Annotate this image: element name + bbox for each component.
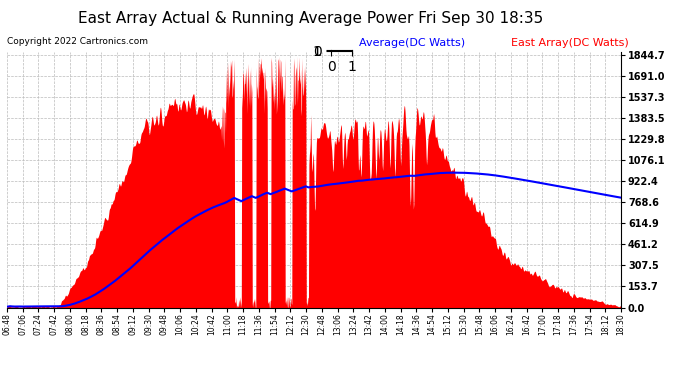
Text: Average(DC Watts): Average(DC Watts)	[359, 38, 465, 48]
Text: Copyright 2022 Cartronics.com: Copyright 2022 Cartronics.com	[7, 38, 148, 46]
Text: East Array(DC Watts): East Array(DC Watts)	[511, 38, 629, 48]
Text: East Array Actual & Running Average Power Fri Sep 30 18:35: East Array Actual & Running Average Powe…	[78, 11, 543, 26]
